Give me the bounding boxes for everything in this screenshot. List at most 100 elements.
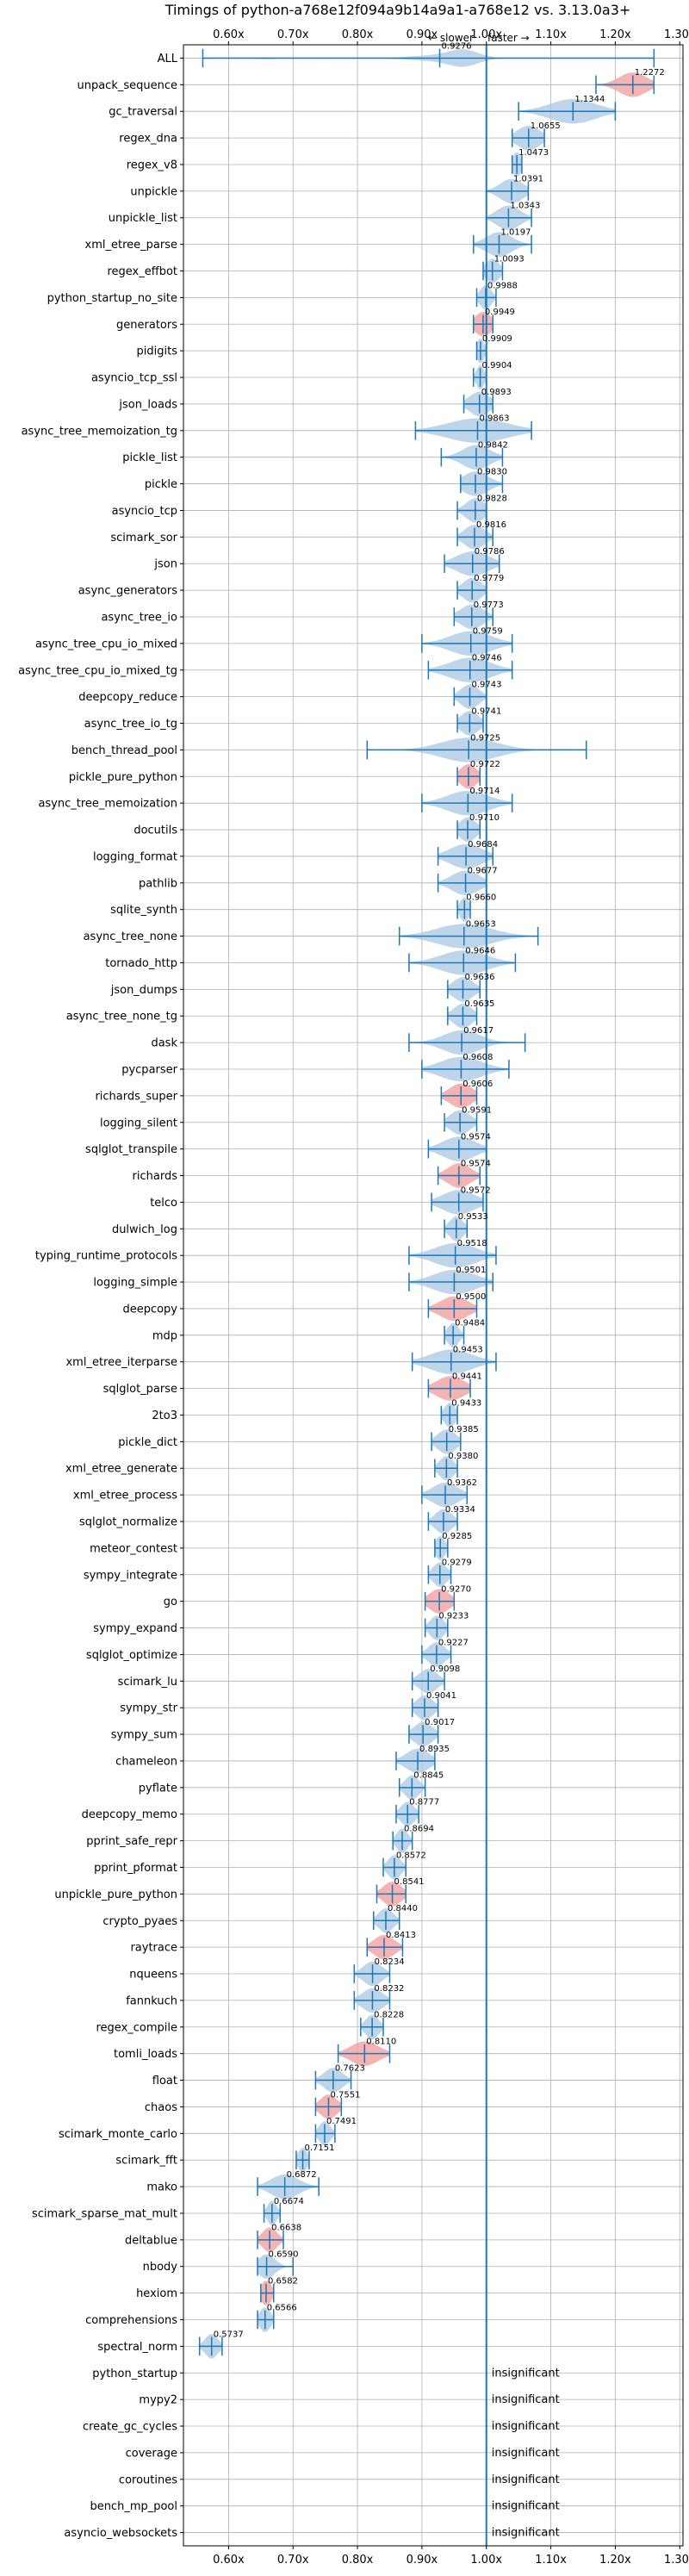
- value-label: 0.9279: [442, 1559, 472, 1568]
- value-label: 0.9684: [468, 840, 498, 849]
- x-tick-label-top: 1.10x: [535, 28, 567, 41]
- value-label: 0.8777: [409, 1798, 439, 1808]
- benchmark-label: async_tree_none_tg: [66, 1011, 177, 1024]
- benchmark-label: sympy_integrate: [84, 1569, 177, 1582]
- benchmark-label: deepcopy_reduce: [78, 691, 177, 704]
- insignificant-label: insignificant: [492, 2473, 560, 2486]
- value-label: 0.9041: [426, 1691, 456, 1701]
- value-label: 0.9608: [462, 1053, 493, 1062]
- benchmark-label: mypy2: [139, 2394, 177, 2407]
- benchmark-label: hexiom: [136, 2287, 177, 2300]
- value-label: 0.9385: [449, 1425, 479, 1434]
- benchmark-label: 2to3: [152, 1409, 177, 1422]
- benchmark-label: json_loads: [118, 398, 177, 411]
- x-tick-label-bottom: 1.10x: [535, 2554, 567, 2567]
- benchmark-label: coverage: [126, 2447, 177, 2460]
- insignificant-label: insignificant: [492, 2393, 560, 2406]
- value-label: 0.9741: [471, 706, 501, 716]
- value-label: 0.9098: [430, 1664, 460, 1674]
- value-label: 0.8694: [404, 1824, 434, 1833]
- benchmark-label: pickle_dict: [118, 1436, 177, 1449]
- benchmark-label: xml_etree_generate: [65, 1463, 177, 1476]
- benchmark-label: regex_compile: [96, 2021, 177, 2034]
- benchmark-label: scimark_sparse_mat_mult: [32, 2207, 177, 2220]
- benchmark-label: json_dumps: [110, 984, 177, 997]
- value-label: 0.9606: [462, 1080, 493, 1089]
- benchmark-label: xml_etree_iterparse: [65, 1356, 177, 1369]
- value-label: 0.9617: [463, 1026, 493, 1036]
- benchmark-label: logging_format: [93, 850, 177, 863]
- value-label: 0.9453: [453, 1346, 483, 1355]
- value-label: 0.9660: [466, 893, 496, 903]
- benchmark-label: async_tree_cpu_io_mixed: [35, 638, 177, 650]
- benchmark-label: sqlglot_optimize: [86, 1649, 177, 1662]
- benchmark-label: coroutines: [119, 2473, 177, 2486]
- value-label: 1.0197: [500, 228, 531, 238]
- benchmark-label: chaos: [145, 2101, 177, 2114]
- value-label: 1.0343: [510, 202, 540, 211]
- value-label: 0.9842: [478, 441, 508, 451]
- benchmark-label: deltablue: [125, 2234, 177, 2247]
- benchmark-label: xml_etree_parse: [85, 239, 177, 252]
- benchmark-label: scimark_monte_carlo: [59, 2128, 177, 2141]
- value-label: 0.9653: [466, 919, 496, 929]
- benchmark-label: async_tree_memoization_tg: [22, 425, 177, 438]
- value-label: 0.9362: [447, 1478, 477, 1488]
- benchmark-label: logging_silent: [100, 1117, 177, 1129]
- x-tick-label-top: 1.30x: [664, 28, 689, 41]
- value-label: 0.7491: [326, 2117, 357, 2126]
- value-label: 0.9828: [477, 494, 507, 503]
- benchmark-label: sqlite_synth: [110, 904, 177, 917]
- value-label: 0.9574: [461, 1133, 491, 1142]
- value-label: 0.9893: [481, 388, 512, 397]
- benchmark-label: async_tree_none: [84, 930, 177, 943]
- value-label: 0.9334: [445, 1505, 475, 1515]
- value-label: 0.9380: [448, 1452, 478, 1461]
- value-label: 0.8110: [366, 2038, 396, 2047]
- benchmark-label: create_gc_cycles: [83, 2421, 177, 2434]
- benchmark-label: sqlglot_transpile: [85, 1143, 177, 1156]
- benchmark-label: mdp: [152, 1329, 177, 1342]
- value-label: 0.8232: [374, 1984, 404, 1994]
- benchmark-label: async_tree_memoization: [38, 798, 177, 811]
- benchmark-label: async_tree_cpu_io_mixed_tg: [18, 664, 177, 677]
- value-label: 1.1344: [574, 95, 605, 104]
- benchmark-label: scimark_lu: [118, 1676, 177, 1689]
- value-label: 0.9816: [476, 520, 506, 530]
- value-label: 0.9830: [477, 467, 507, 476]
- benchmark-label: pidigits: [137, 345, 178, 358]
- value-label: 0.9533: [458, 1212, 488, 1222]
- value-label: 0.8541: [394, 1877, 425, 1887]
- benchmark-label: fannkuch: [126, 1994, 177, 2007]
- x-tick-label-bottom: 0.90x: [407, 2554, 438, 2567]
- benchmark-label: float: [152, 2075, 177, 2088]
- insignificant-label: insignificant: [492, 2367, 560, 2380]
- x-tick-label-bottom: 1.30x: [664, 2554, 689, 2567]
- value-label: 0.9518: [457, 1239, 487, 1248]
- value-label: 0.6674: [274, 2197, 304, 2206]
- benchmark-label: dask: [151, 1037, 177, 1050]
- benchmark-label: sympy_expand: [93, 1622, 177, 1635]
- value-label: 0.9677: [468, 867, 498, 876]
- benchmark-label: scimark_sor: [110, 532, 177, 544]
- value-label: 0.9863: [479, 414, 509, 424]
- benchmark-label: deepcopy: [122, 1303, 177, 1316]
- value-label: 0.9572: [461, 1185, 491, 1195]
- value-label: 0.9635: [464, 999, 494, 1009]
- benchmark-label: async_tree_io_tg: [84, 718, 177, 731]
- benchmark-label: ALL: [158, 53, 178, 65]
- benchmark-label: comprehensions: [85, 2314, 177, 2327]
- insignificant-label: insignificant: [492, 2447, 560, 2460]
- benchmark-label: asyncio_websockets: [64, 2527, 177, 2540]
- value-label: 0.8234: [375, 1957, 405, 1967]
- value-label: 0.9746: [472, 654, 502, 663]
- x-tick-label-bottom: 1.20x: [599, 2554, 631, 2567]
- value-label: 0.8935: [419, 1745, 450, 1754]
- benchmark-label: pyflate: [139, 1782, 177, 1795]
- insignificant-label: insignificant: [492, 2420, 560, 2433]
- benchmark-label: pathlib: [139, 877, 177, 890]
- benchmark-label: pickle_list: [122, 451, 177, 464]
- value-label: 0.6566: [267, 2303, 297, 2312]
- value-label: 0.7623: [335, 2063, 365, 2073]
- value-label: 0.9636: [465, 973, 495, 982]
